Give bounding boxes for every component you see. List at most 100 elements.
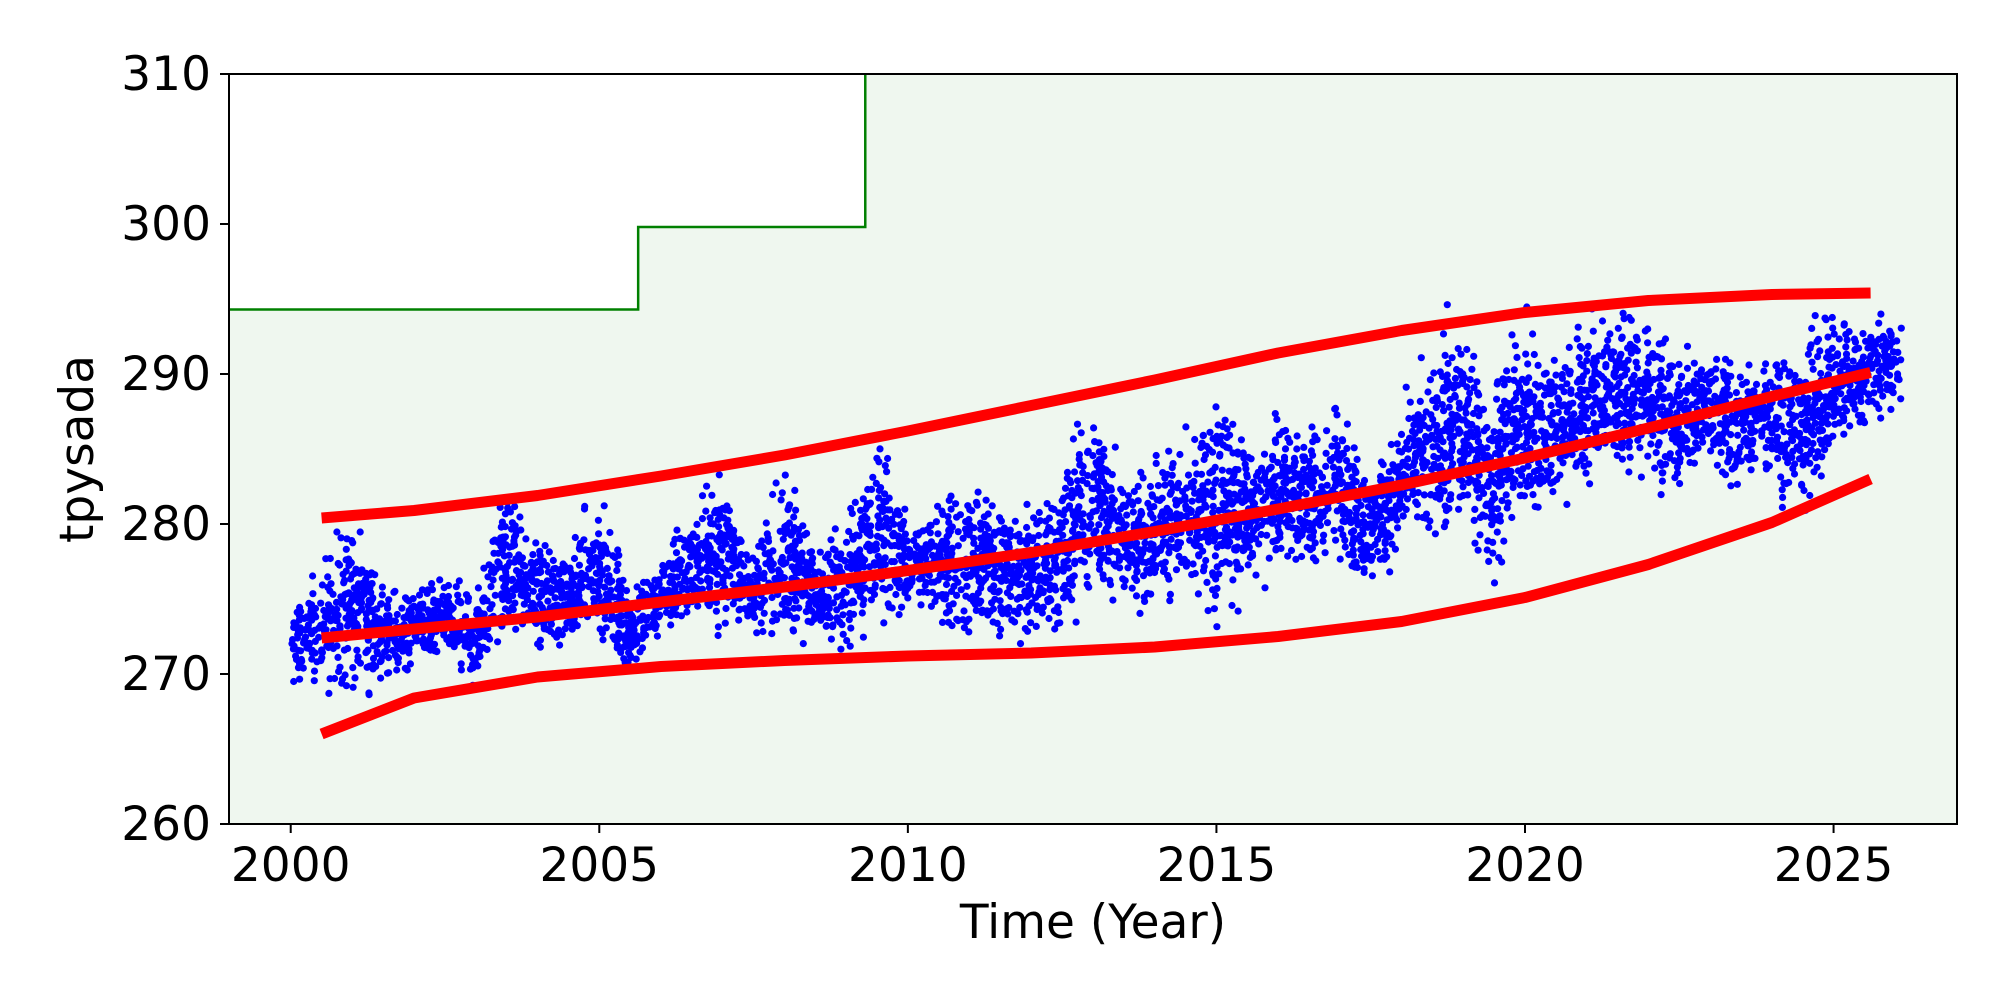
- data-point: [954, 578, 962, 586]
- data-point: [1403, 495, 1412, 503]
- data-point: [782, 559, 790, 567]
- data-point: [1522, 350, 1530, 358]
- data-point: [1374, 535, 1382, 544]
- data-point: [1513, 353, 1521, 361]
- data-point: [1457, 350, 1465, 358]
- data-point: [669, 573, 677, 581]
- data-point: [754, 565, 763, 573]
- data-point: [1357, 538, 1365, 546]
- data-point: [1084, 472, 1092, 480]
- data-point: [1516, 481, 1524, 489]
- data-point: [1567, 389, 1575, 397]
- data-point: [1130, 487, 1138, 496]
- data-point: [1649, 350, 1657, 358]
- data-point: [1077, 492, 1085, 500]
- data-point: [1305, 463, 1313, 471]
- data-point: [313, 658, 321, 666]
- data-point: [1736, 443, 1744, 451]
- data-point: [863, 515, 871, 523]
- data-point: [848, 509, 856, 518]
- data-point: [1715, 431, 1723, 439]
- data-point: [1483, 444, 1491, 452]
- data-point: [1509, 438, 1517, 446]
- data-point: [839, 611, 847, 619]
- data-point: [639, 612, 647, 620]
- data-point: [786, 501, 794, 509]
- data-point: [756, 603, 765, 611]
- data-point: [1359, 511, 1367, 519]
- data-point: [1409, 469, 1417, 478]
- data-point: [1362, 521, 1371, 530]
- data-point: [609, 633, 617, 641]
- data-point: [984, 524, 993, 532]
- data-point: [996, 632, 1004, 640]
- data-point: [1381, 499, 1389, 507]
- data-point: [1512, 389, 1520, 397]
- data-point: [1657, 355, 1666, 363]
- data-point: [354, 609, 362, 617]
- data-point: [972, 606, 980, 615]
- data-point: [1424, 388, 1432, 396]
- data-point: [1472, 480, 1480, 488]
- data-point: [1243, 531, 1251, 539]
- data-point: [1393, 440, 1401, 448]
- data-point: [1139, 558, 1147, 566]
- data-point: [873, 532, 882, 540]
- data-point: [324, 573, 332, 581]
- data-point: [1498, 403, 1506, 411]
- data-point: [1120, 523, 1128, 531]
- data-point: [1655, 340, 1663, 348]
- data-point: [1732, 389, 1740, 397]
- data-point: [1095, 521, 1103, 529]
- data-point: [509, 606, 517, 614]
- data-point: [1277, 544, 1285, 553]
- data-point: [296, 675, 304, 683]
- data-point: [369, 618, 377, 627]
- data-point: [1405, 414, 1413, 423]
- data-point: [926, 521, 934, 529]
- data-point: [1411, 414, 1419, 422]
- data-point: [1613, 451, 1621, 459]
- data-point: [1023, 592, 1031, 601]
- data-point: [1511, 416, 1519, 424]
- data-point: [505, 551, 513, 559]
- data-point: [790, 513, 798, 521]
- data-point: [1525, 472, 1534, 480]
- data-point: [1632, 413, 1640, 421]
- data-point: [843, 637, 851, 645]
- data-point: [1463, 383, 1471, 391]
- data-point: [1673, 469, 1682, 477]
- data-point: [1470, 516, 1478, 525]
- data-point: [1636, 444, 1644, 452]
- data-point: [1077, 556, 1085, 564]
- data-point: [1067, 479, 1075, 487]
- data-point: [310, 667, 319, 675]
- data-point: [535, 593, 543, 602]
- data-point: [966, 594, 974, 603]
- data-point: [1331, 471, 1339, 479]
- data-point: [1718, 468, 1726, 476]
- data-point: [1440, 523, 1448, 531]
- data-point: [1578, 344, 1586, 352]
- data-point: [735, 616, 743, 624]
- data-point: [1260, 450, 1269, 458]
- data-point: [594, 516, 603, 524]
- data-point: [1381, 539, 1389, 548]
- data-point: [1000, 540, 1008, 548]
- data-point: [633, 583, 641, 591]
- data-point: [1075, 503, 1083, 511]
- data-point: [549, 586, 557, 594]
- data-point: [1547, 468, 1555, 476]
- data-point: [1615, 420, 1623, 428]
- data-point: [807, 548, 816, 556]
- data-point: [1092, 527, 1100, 535]
- data-point: [1575, 375, 1583, 383]
- data-point: [339, 595, 347, 604]
- data-point: [1734, 452, 1742, 460]
- data-point: [1736, 373, 1744, 381]
- data-point: [1368, 572, 1376, 580]
- data-point: [1412, 498, 1420, 506]
- data-point: [1293, 445, 1301, 453]
- data-point: [1498, 497, 1506, 505]
- data-point: [948, 544, 956, 552]
